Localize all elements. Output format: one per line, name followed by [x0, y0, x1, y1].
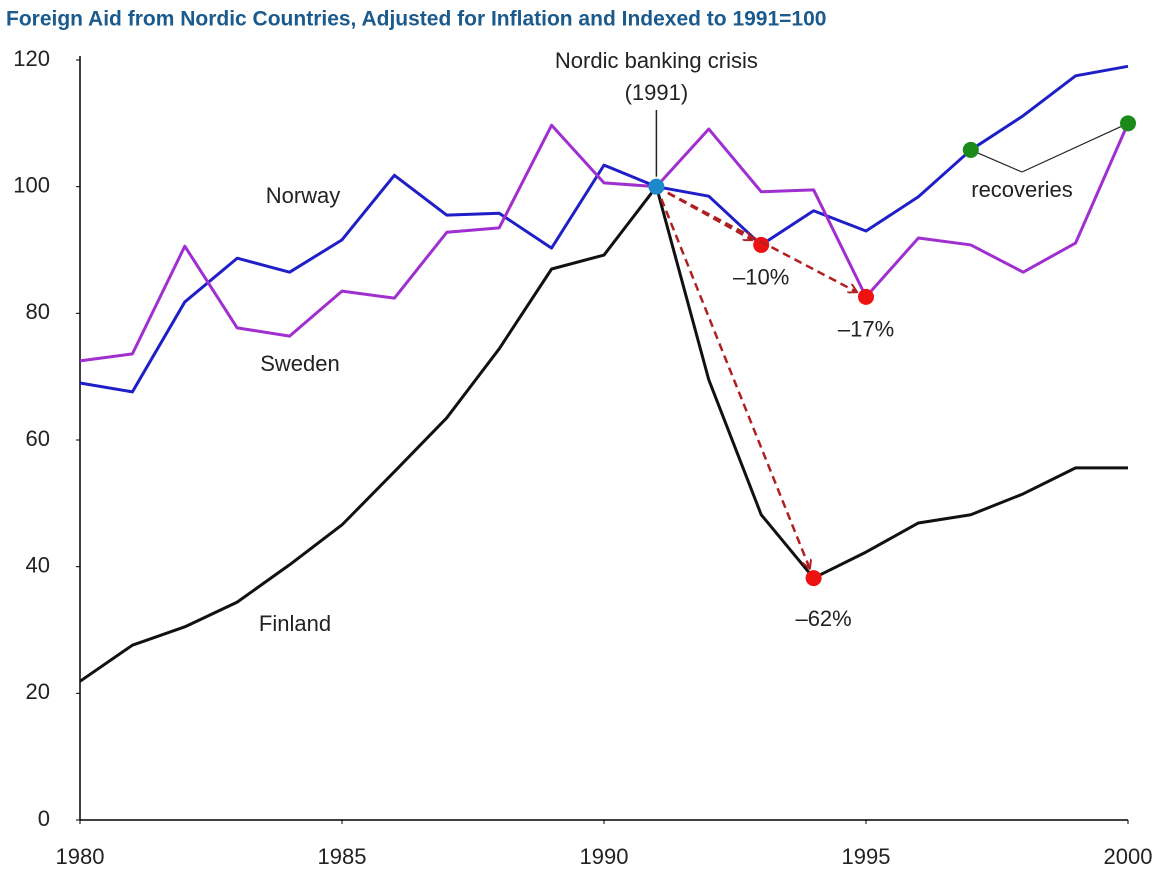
- y-tick-label: 40: [26, 552, 50, 577]
- drop-label: –17%: [838, 317, 894, 342]
- y-tick-label: 100: [13, 172, 50, 197]
- recovery-point: [1120, 115, 1136, 132]
- y-tick-label: 20: [26, 679, 50, 704]
- series-line: [79, 185, 1128, 683]
- recovery-point: [962, 141, 979, 158]
- series-label: Finland: [259, 611, 331, 636]
- y-tick-label: 80: [26, 299, 50, 324]
- recovery-label: recoveries: [971, 177, 1072, 202]
- drop-point: [805, 570, 822, 587]
- series-label: Norway: [266, 183, 341, 208]
- x-tick-label: 1985: [318, 844, 367, 869]
- drop-point: [858, 288, 874, 305]
- series-line: [79, 122, 1130, 363]
- x-tick-label: 1980: [56, 844, 105, 869]
- y-tick-label: 0: [38, 806, 50, 831]
- recovery-leader: [1021, 122, 1129, 173]
- y-tick-label: 60: [26, 426, 50, 451]
- drop-label: –10%: [733, 265, 789, 290]
- series-label: Sweden: [260, 351, 340, 376]
- drop-arrow: [655, 185, 856, 292]
- series-line: [79, 64, 1129, 394]
- x-tick-label: 1990: [580, 844, 629, 869]
- y-tick-label: 120: [13, 46, 50, 71]
- crisis-label: Nordic banking crisis: [555, 48, 758, 73]
- crisis-label: (1991): [625, 80, 689, 105]
- x-tick-label: 2000: [1104, 844, 1153, 869]
- drop-point: [753, 236, 770, 253]
- drop-label: –62%: [795, 606, 851, 631]
- crisis-point: [648, 178, 665, 195]
- chart-title: Foreign Aid from Nordic Countries, Adjus…: [6, 8, 826, 31]
- x-tick-label: 1995: [842, 844, 891, 869]
- drop-arrow: [655, 186, 809, 568]
- recovery-leader: [970, 149, 1023, 173]
